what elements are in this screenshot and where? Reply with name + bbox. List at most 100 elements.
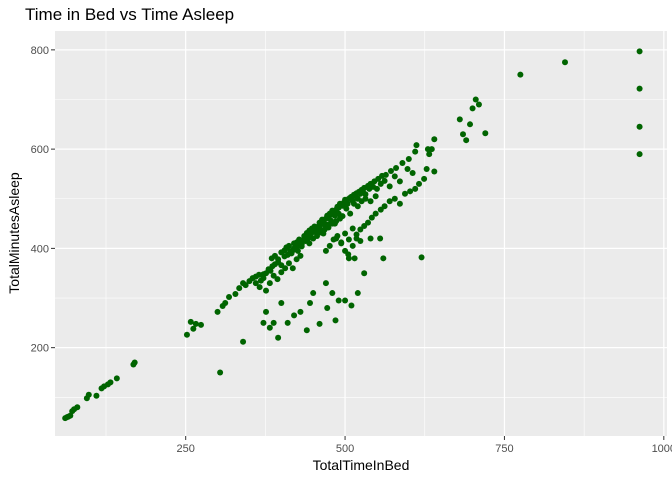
y-tick-label: 800 bbox=[31, 45, 49, 57]
data-point bbox=[74, 404, 81, 411]
data-point bbox=[412, 185, 419, 192]
data-point bbox=[361, 223, 368, 230]
data-point bbox=[291, 312, 298, 319]
data-point bbox=[351, 255, 358, 262]
data-point bbox=[294, 247, 301, 254]
data-point bbox=[263, 308, 270, 315]
data-point bbox=[413, 142, 420, 149]
data-point bbox=[285, 260, 292, 267]
data-point bbox=[314, 232, 321, 239]
data-point bbox=[636, 123, 643, 130]
data-point bbox=[421, 175, 428, 182]
data-point bbox=[381, 203, 388, 210]
data-point bbox=[460, 131, 466, 138]
data-point bbox=[232, 291, 239, 298]
data-point bbox=[330, 236, 337, 243]
data-point bbox=[416, 180, 423, 187]
data-point bbox=[335, 297, 342, 304]
data-point bbox=[418, 254, 425, 261]
data-point bbox=[256, 284, 263, 291]
data-point bbox=[332, 317, 339, 324]
data-point bbox=[325, 224, 332, 231]
data-point bbox=[285, 242, 292, 249]
data-point bbox=[409, 169, 416, 176]
data-point bbox=[326, 242, 333, 249]
data-point bbox=[401, 190, 408, 197]
y-tick-label: 200 bbox=[31, 343, 49, 355]
data-point bbox=[365, 219, 372, 226]
data-point bbox=[475, 101, 482, 108]
y-tick-label: 400 bbox=[31, 243, 49, 255]
data-point bbox=[289, 265, 296, 272]
data-point bbox=[469, 105, 476, 112]
x-tick-label: 250 bbox=[177, 443, 195, 455]
data-point bbox=[482, 130, 489, 137]
data-point bbox=[349, 242, 356, 249]
data-point bbox=[303, 327, 310, 334]
data-point bbox=[404, 165, 411, 172]
data-point bbox=[387, 167, 394, 174]
data-point bbox=[252, 280, 259, 287]
data-point bbox=[311, 223, 318, 230]
data-point bbox=[342, 230, 349, 237]
data-point bbox=[107, 379, 114, 386]
data-point bbox=[344, 200, 351, 207]
y-axis-ticks: 200 400 600 800 bbox=[31, 45, 55, 355]
data-point bbox=[322, 280, 329, 287]
data-point bbox=[307, 299, 313, 306]
data-point bbox=[367, 198, 374, 205]
x-axis-ticks: 250 500 750 1000 bbox=[177, 436, 672, 455]
data-point bbox=[456, 116, 463, 123]
data-point bbox=[260, 319, 267, 326]
data-point bbox=[372, 210, 379, 217]
data-point bbox=[463, 137, 470, 144]
data-point bbox=[288, 250, 295, 257]
data-point bbox=[322, 247, 329, 254]
data-point bbox=[222, 299, 229, 306]
y-axis-title: TotalMinutesAsleep bbox=[6, 172, 22, 294]
data-point bbox=[396, 178, 403, 185]
data-point bbox=[367, 235, 374, 242]
data-point bbox=[316, 320, 323, 327]
data-point bbox=[423, 165, 430, 172]
data-point bbox=[343, 205, 350, 212]
data-point bbox=[428, 146, 435, 153]
data-point bbox=[131, 359, 138, 366]
data-point bbox=[217, 369, 224, 376]
data-point bbox=[349, 225, 356, 232]
data-point bbox=[431, 168, 438, 175]
data-point bbox=[362, 195, 369, 202]
data-point bbox=[319, 216, 326, 223]
plot-panel bbox=[55, 31, 667, 436]
data-point bbox=[562, 59, 568, 66]
data-point bbox=[396, 200, 403, 207]
data-point bbox=[329, 290, 336, 297]
data-point bbox=[284, 319, 291, 326]
data-point bbox=[278, 299, 285, 306]
data-point bbox=[345, 236, 352, 243]
data-point bbox=[263, 287, 270, 294]
data-point bbox=[310, 290, 317, 297]
data-point bbox=[274, 276, 281, 283]
data-point bbox=[298, 241, 305, 248]
data-point bbox=[391, 195, 398, 202]
data-point bbox=[405, 156, 412, 163]
data-point bbox=[362, 191, 369, 198]
data-points bbox=[62, 48, 643, 422]
data-point bbox=[338, 240, 345, 247]
data-point bbox=[306, 240, 313, 247]
data-point bbox=[260, 275, 267, 282]
data-point bbox=[214, 308, 221, 315]
data-point bbox=[197, 321, 204, 328]
data-point bbox=[467, 121, 474, 128]
data-point bbox=[240, 338, 247, 345]
data-point bbox=[636, 48, 643, 55]
data-point bbox=[236, 285, 243, 292]
data-point bbox=[357, 237, 364, 244]
data-point bbox=[242, 282, 249, 289]
data-point bbox=[93, 392, 100, 399]
data-point bbox=[368, 214, 375, 221]
data-point bbox=[329, 207, 336, 214]
data-point bbox=[386, 198, 393, 205]
data-point bbox=[282, 265, 289, 272]
